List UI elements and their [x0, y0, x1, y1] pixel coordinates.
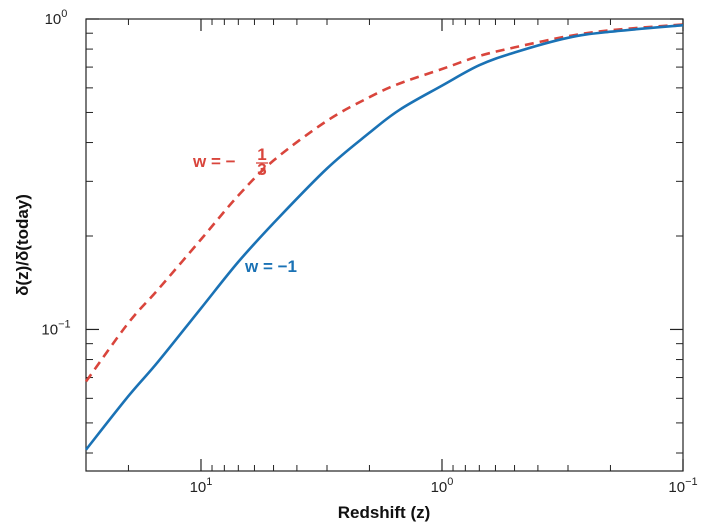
fraction-denominator: 3 — [257, 160, 266, 179]
y-tick-label: 100 — [45, 8, 68, 28]
series-label-w-minus-one: w = −1 — [244, 257, 297, 276]
minor-ticks — [85, 19, 683, 471]
x-tick-label: 100 — [431, 476, 454, 496]
x-tick-label: 101 — [190, 476, 213, 496]
plot-frame — [85, 18, 684, 472]
series-label-w-minus-one-third: w = − 1 3 — [192, 145, 268, 179]
x-axis-title: Redshift (z) — [338, 503, 431, 522]
series-line-w-minus-one-third — [84, 23, 684, 383]
y-tick-labels: 10−1 100 — [41, 8, 70, 338]
major-ticks — [86, 18, 684, 471]
x-tick-label: 10−1 — [668, 476, 697, 496]
y-tick-label: 10−1 — [41, 318, 70, 338]
series-lines — [84, 23, 684, 451]
x-tick-labels: 101 100 10−1 — [190, 476, 698, 496]
fraction-numerator: 1 — [257, 145, 266, 164]
y-axis-title: δ(z)/δ(today) — [13, 194, 32, 296]
series-label-prefix: w = − — [192, 152, 236, 171]
series-line-w-minus-one — [84, 23, 684, 451]
